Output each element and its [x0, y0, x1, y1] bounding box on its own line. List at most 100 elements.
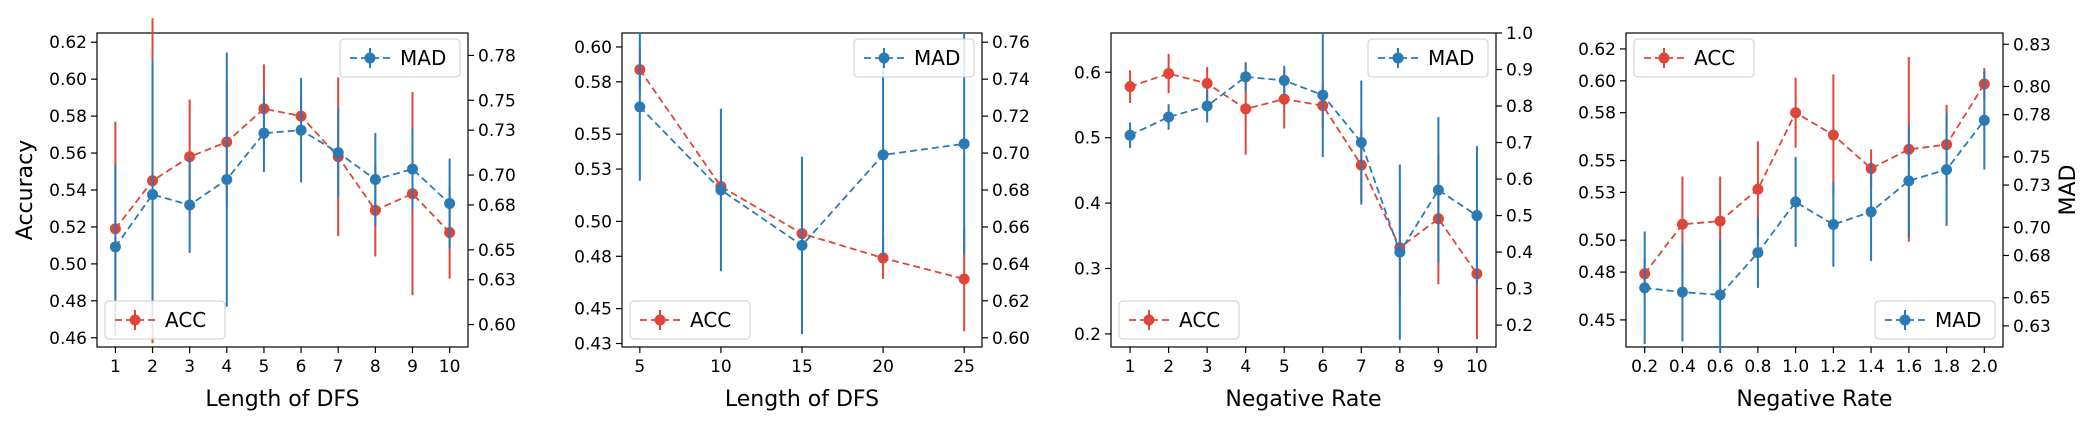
data-point: [184, 151, 196, 163]
x-tick-label: 10: [1466, 357, 1488, 377]
y-right-tick-label: 0.68: [478, 196, 516, 216]
x-tick-label: 3: [1202, 357, 1213, 377]
series-line: [114, 107, 451, 234]
data-point: [1471, 210, 1483, 222]
legend-marker: [1899, 314, 1911, 326]
x-tick-label: 10: [439, 357, 461, 377]
y-right-tick-label: 1.0: [1506, 24, 1533, 44]
data-point: [1790, 196, 1802, 208]
y-left-tick-label: 0.46: [49, 329, 87, 349]
series-mad: [1639, 71, 1990, 352]
data-point: [1752, 247, 1764, 259]
data-point: [1827, 129, 1839, 141]
y-right-tick-label: 0.73: [478, 121, 516, 141]
y-left-tick-label: 0.53: [1578, 183, 1616, 203]
legend-label: ACC: [165, 308, 206, 332]
y-right-tick-label: 0.65: [2013, 289, 2051, 309]
data-point: [1163, 111, 1175, 123]
data-point: [1240, 103, 1252, 115]
data-point: [1827, 218, 1839, 230]
legend-mad: MAD: [1874, 300, 1996, 340]
data-point: [1865, 206, 1877, 218]
data-point: [1941, 164, 1953, 176]
y-right-tick-label: 0.72: [992, 107, 1030, 127]
x-axis-title: Length of DFS: [725, 387, 879, 412]
series-line: [114, 129, 451, 248]
data-point: [1903, 175, 1915, 187]
data-point: [1714, 215, 1726, 227]
x-tick-label: 2.0: [1971, 357, 1998, 377]
y-right-tick-label: 0.6: [1506, 170, 1533, 190]
y-right-tick-label: 0.70: [992, 144, 1030, 164]
legend-label: ACC: [1694, 46, 1735, 70]
x-tick-label: 5: [259, 357, 270, 377]
x-tick-label: 1: [1125, 357, 1136, 377]
y-left-tick-label: 0.62: [1578, 40, 1616, 60]
y-left-tick-label: 0.50: [574, 212, 612, 232]
series-line: [1129, 75, 1478, 255]
legend-marker: [1143, 314, 1155, 326]
x-tick-label: 10: [710, 357, 732, 377]
data-point: [332, 147, 344, 159]
data-point: [877, 252, 889, 264]
y-right-tick-label: 0.75: [478, 91, 516, 111]
y-left-tick-label: 0.48: [574, 247, 612, 267]
series-line: [1644, 119, 1986, 296]
y-left-tick-label: 0.3: [1074, 260, 1101, 280]
series-mad: [1124, 33, 1483, 340]
legend-mad: MAD: [339, 38, 461, 78]
legend-marker: [654, 314, 666, 326]
legend-acc: ACC: [1633, 38, 1755, 78]
series-line: [1129, 72, 1478, 275]
series-line: [1643, 83, 1986, 275]
legend-marker: [364, 52, 376, 64]
data-point: [444, 197, 456, 209]
y-left-tick-label: 0.55: [1578, 152, 1616, 172]
legend-label: MAD: [914, 46, 960, 70]
legend-acc: ACC: [1118, 300, 1240, 340]
y-right-tick-label: 0.73: [2013, 176, 2051, 196]
y-left-tick-label: 0.50: [49, 255, 87, 275]
y-right-tick-label: 0.78: [478, 46, 516, 66]
y-right-tick-label: 0.4: [1506, 243, 1533, 263]
y-right-tick-label: 0.74: [992, 70, 1030, 90]
y-left-tick-label: 0.50: [1578, 231, 1616, 251]
x-tick-label: 15: [791, 357, 813, 377]
y-left-tick-label: 0.48: [1578, 263, 1616, 283]
data-point: [1714, 289, 1726, 301]
y-left-tick-label: 0.58: [1578, 104, 1616, 124]
x-axis-title: Negative Rate: [1736, 387, 1892, 412]
y-right-tick-label: 0.65: [478, 241, 516, 261]
chart-panel-2: 5 10 15 20 25 0.43 0.45 0.48 0.50 0.53 0.55 0.58 0.6…: [574, 32, 1030, 412]
data-point: [958, 138, 970, 150]
legend-marker: [129, 314, 141, 326]
data-point: [1240, 71, 1252, 83]
legend-acc: ACC: [104, 300, 226, 340]
legend-label: MAD: [1428, 46, 1474, 70]
chart-panel-3: 1 2 3 4 5 6 7 8 9 10 0.2 0.3 0.4 0.5 0.6 0.2 0.3 0.4 0.5 0.…: [1074, 24, 1533, 412]
y-right-tick-label: 0.62: [992, 292, 1030, 312]
data-point: [715, 184, 727, 196]
data-point: [1432, 184, 1444, 196]
data-point: [1355, 137, 1367, 149]
y-right-tick-label: 0.9: [1506, 61, 1533, 81]
y-right-tick-label: 0.64: [992, 255, 1030, 275]
plot-frame: [1110, 32, 1497, 348]
x-tick-label: 9: [407, 357, 418, 377]
y-left-tick-label: 0.52: [49, 218, 87, 238]
y-left-axis-title: Accuracy: [13, 140, 38, 240]
data-point: [1278, 93, 1290, 105]
data-point: [1124, 129, 1136, 141]
data-point: [1978, 114, 1990, 126]
chart-panel-1: 1 2 3 4 5 6 7 8 9 10 0.46 0.48 0.50 0.52 0.54 0.56 0.58 0…: [13, 18, 516, 412]
x-tick-label: 1.8: [1933, 357, 1960, 377]
x-axis-title: Negative Rate: [1225, 387, 1381, 412]
x-tick-label: 1.6: [1895, 357, 1922, 377]
y-right-tick-label: 0.68: [2013, 246, 2051, 266]
y-right-tick-label: 0.60: [992, 329, 1030, 349]
data-point: [406, 163, 418, 175]
y-left-tick-label: 0.45: [1578, 311, 1616, 331]
data-point: [184, 199, 196, 211]
y-left-tick-label: 0.60: [1578, 72, 1616, 92]
